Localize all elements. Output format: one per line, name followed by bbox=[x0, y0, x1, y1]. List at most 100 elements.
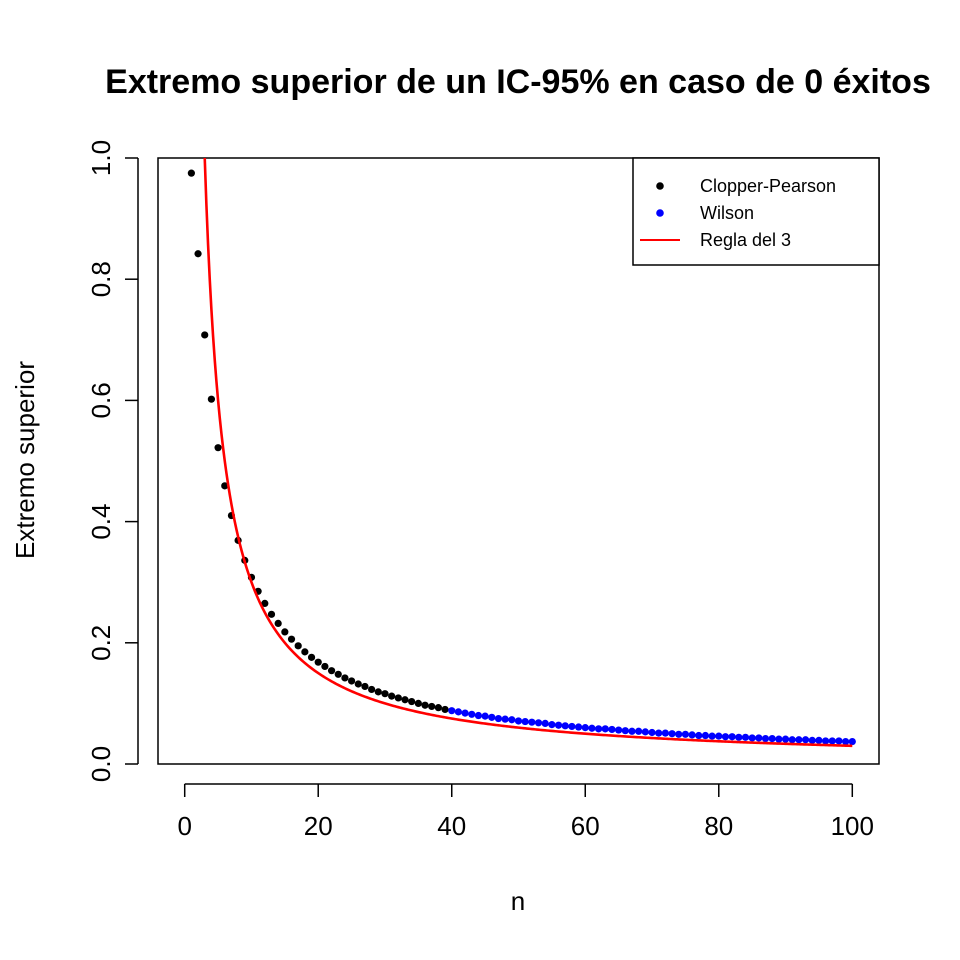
data-point bbox=[501, 715, 509, 723]
data-point bbox=[374, 688, 382, 696]
legend-marker bbox=[656, 209, 664, 217]
data-point bbox=[701, 731, 710, 740]
data-point bbox=[668, 730, 676, 738]
data-point bbox=[548, 721, 556, 729]
data-point bbox=[454, 708, 463, 716]
data-point bbox=[821, 737, 830, 745]
data-point bbox=[194, 250, 202, 258]
data-point bbox=[621, 727, 629, 735]
data-point bbox=[601, 725, 609, 733]
data-point bbox=[368, 685, 376, 694]
data-point bbox=[348, 677, 356, 685]
data-point bbox=[835, 737, 843, 745]
data-point bbox=[554, 721, 563, 729]
data-point bbox=[648, 728, 656, 737]
x-tick-label: 100 bbox=[831, 811, 874, 841]
data-point bbox=[748, 734, 756, 742]
data-point bbox=[761, 734, 770, 743]
data-point bbox=[441, 705, 449, 714]
data-point bbox=[595, 725, 603, 733]
data-point bbox=[294, 642, 302, 650]
data-point bbox=[715, 732, 723, 740]
data-point bbox=[354, 680, 362, 688]
data-point bbox=[327, 667, 336, 675]
data-point bbox=[808, 736, 816, 744]
data-point bbox=[414, 699, 422, 708]
data-point bbox=[628, 727, 636, 735]
data-point bbox=[695, 731, 703, 740]
data-point bbox=[314, 658, 322, 666]
data-point bbox=[741, 733, 750, 741]
x-axis: 0 20 40 60 80 100 bbox=[177, 783, 874, 841]
data-point bbox=[688, 731, 696, 739]
plot-area bbox=[187, 158, 856, 748]
data-point bbox=[768, 734, 776, 743]
data-point bbox=[281, 628, 289, 636]
series-line-regla-del-3 bbox=[203, 158, 853, 748]
data-point bbox=[187, 169, 195, 177]
data-point bbox=[521, 717, 529, 726]
legend-marker bbox=[656, 182, 664, 190]
data-point bbox=[434, 704, 442, 712]
data-point bbox=[474, 711, 483, 720]
data-point bbox=[574, 723, 583, 731]
data-point bbox=[488, 713, 496, 721]
data-point bbox=[788, 736, 796, 744]
y-tick-label: 0.2 bbox=[86, 625, 116, 661]
data-point bbox=[394, 694, 402, 702]
data-point bbox=[428, 702, 436, 711]
data-point bbox=[588, 724, 596, 732]
x-tick-label: 80 bbox=[704, 811, 733, 841]
data-point bbox=[608, 725, 616, 734]
data-point bbox=[795, 736, 803, 744]
data-point bbox=[448, 707, 456, 715]
data-point bbox=[207, 395, 216, 403]
data-point bbox=[267, 610, 276, 618]
data-point bbox=[494, 714, 503, 723]
data-point bbox=[381, 690, 389, 698]
data-point bbox=[828, 737, 836, 745]
data-point bbox=[508, 716, 516, 724]
data-point bbox=[528, 718, 536, 726]
data-point bbox=[334, 670, 342, 678]
data-point bbox=[641, 728, 649, 736]
data-point bbox=[675, 730, 683, 738]
data-point bbox=[534, 719, 543, 727]
data-point bbox=[287, 635, 296, 643]
data-point bbox=[635, 727, 643, 735]
data-point bbox=[274, 619, 282, 628]
data-point bbox=[708, 732, 716, 740]
data-point bbox=[775, 735, 783, 743]
data-point bbox=[815, 736, 823, 744]
data-point bbox=[568, 722, 576, 731]
data-point bbox=[848, 737, 856, 746]
data-point bbox=[361, 682, 369, 691]
data-point bbox=[681, 730, 689, 738]
data-point bbox=[655, 729, 663, 737]
x-axis-label: n bbox=[511, 886, 525, 916]
data-point bbox=[541, 719, 549, 727]
data-point bbox=[735, 733, 743, 741]
y-tick-label: 0.8 bbox=[86, 261, 116, 297]
data-point bbox=[755, 734, 763, 742]
x-tick-label: 60 bbox=[571, 811, 600, 841]
data-point bbox=[408, 697, 416, 706]
data-point bbox=[561, 722, 569, 730]
data-point bbox=[781, 735, 790, 743]
legend: Clopper-Pearson Wilson Regla del 3 bbox=[632, 157, 880, 266]
series-clopper-pearson bbox=[187, 169, 449, 714]
legend-label: Regla del 3 bbox=[700, 230, 791, 250]
y-tick-label: 0.0 bbox=[86, 746, 116, 782]
chart-title: Extremo superior de un IC-95% en caso de… bbox=[105, 63, 931, 101]
plot-frame bbox=[157, 157, 880, 765]
data-point bbox=[321, 662, 329, 671]
legend-label: Wilson bbox=[700, 203, 754, 223]
data-point bbox=[581, 724, 589, 732]
data-point bbox=[721, 733, 730, 741]
data-point bbox=[728, 733, 736, 741]
data-point bbox=[214, 444, 222, 452]
data-point bbox=[661, 729, 669, 737]
y-tick-label: 1.0 bbox=[86, 140, 116, 176]
data-point bbox=[201, 331, 209, 339]
data-point bbox=[461, 709, 469, 717]
